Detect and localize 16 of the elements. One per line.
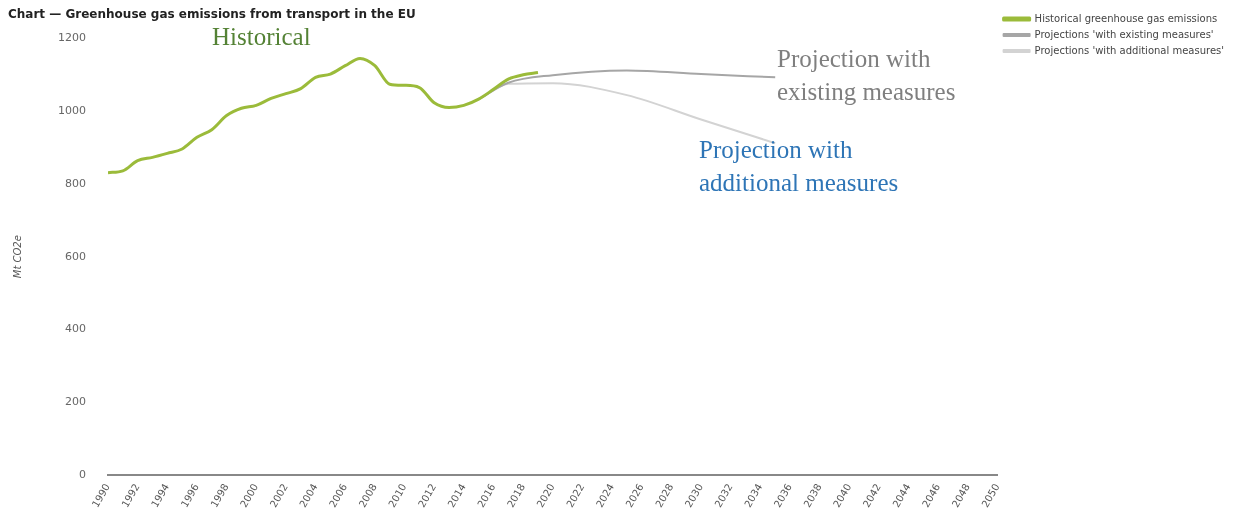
legend-label: Projections 'with existing measures' (1034, 28, 1214, 40)
y-tick-label: 1200 (57, 31, 86, 45)
y-tick-label: 0 (78, 467, 86, 481)
chart-title: Chart — Greenhouse gas emissions from transport in the EU (8, 7, 416, 22)
annotation: Projection with existing measures (777, 45, 956, 106)
y-tick-label: 400 (64, 322, 86, 336)
annotation: Historical (212, 23, 311, 51)
y-tick-label: 1000 (57, 104, 86, 118)
y-tick-label: 600 (64, 249, 86, 263)
y-axis-title: Mt CO2e (11, 235, 23, 279)
legend-label: Historical greenhouse gas emissions (1034, 12, 1218, 24)
legend-label: Projections 'with additional measures' (1034, 44, 1225, 56)
line-series (107, 56, 540, 175)
y-tick-label: 200 (64, 395, 86, 409)
y-tick-label: 800 (64, 176, 86, 190)
annotation: Projection with additional measures (699, 136, 899, 197)
